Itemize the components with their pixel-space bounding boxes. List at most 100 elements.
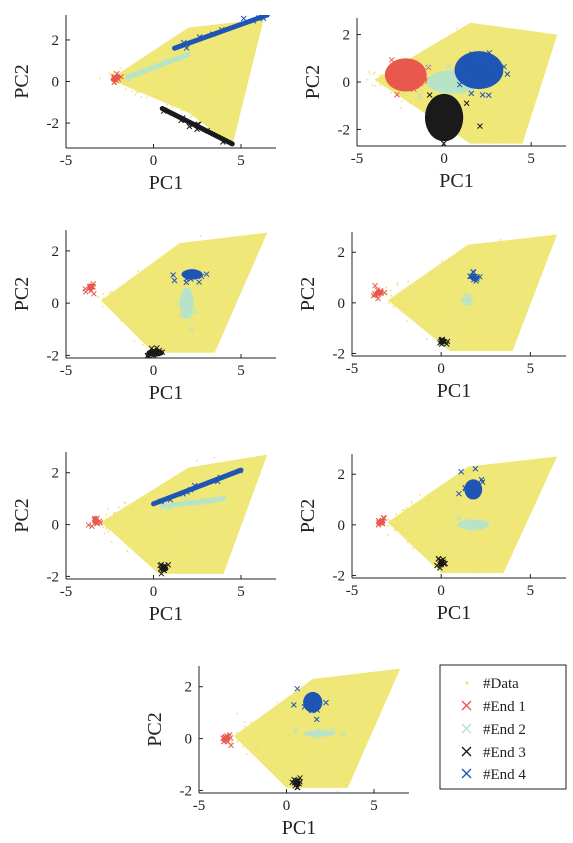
data-point <box>112 295 115 297</box>
y-tick-label: 0 <box>338 296 346 312</box>
data-point <box>127 532 129 535</box>
y-tick-label: 0 <box>185 732 193 748</box>
data-point <box>326 773 329 776</box>
series-blob <box>303 691 323 713</box>
data-point <box>442 306 445 309</box>
data-point <box>178 262 181 265</box>
data-point <box>487 47 490 50</box>
data-point <box>164 69 167 72</box>
data-point <box>399 306 401 308</box>
y-tick-label: -2 <box>180 783 193 799</box>
series-marker <box>485 92 492 99</box>
series-end4 <box>151 467 244 507</box>
data-point <box>243 245 246 248</box>
data-point <box>389 519 391 522</box>
series-marker <box>223 732 230 739</box>
data-point <box>144 88 146 91</box>
data-point <box>141 87 143 89</box>
data-point <box>254 746 256 749</box>
data-point <box>164 67 166 70</box>
data-point <box>178 103 181 105</box>
series-end1 <box>220 731 234 749</box>
data-point <box>418 280 421 283</box>
data-point <box>103 522 106 525</box>
x-tick-label: -5 <box>60 584 73 600</box>
series-marker <box>297 775 303 781</box>
data-point <box>437 296 439 299</box>
plot-area <box>82 232 268 358</box>
data-point <box>441 314 443 317</box>
data-point <box>197 75 200 78</box>
data-point <box>132 293 135 296</box>
data-point <box>386 534 389 536</box>
data-point <box>433 317 436 320</box>
data-point <box>362 705 365 708</box>
series-marker <box>445 63 452 69</box>
data-point <box>349 746 352 748</box>
data-point <box>137 302 140 305</box>
plot-area <box>85 454 268 577</box>
data-point <box>403 509 406 512</box>
data-point <box>297 695 300 698</box>
data-point <box>177 524 180 527</box>
data-point <box>122 309 125 312</box>
data-point <box>123 307 126 309</box>
data-point <box>149 322 152 325</box>
series-marker <box>323 699 329 706</box>
series-marker <box>89 523 95 530</box>
x-axis-label: PC1 <box>149 382 183 404</box>
series-marker <box>504 71 511 77</box>
data-point <box>438 551 441 554</box>
series-end4 <box>170 269 210 286</box>
data-point <box>406 300 408 303</box>
data-point <box>161 82 164 85</box>
series-marker <box>160 108 167 115</box>
series-marker <box>188 327 195 333</box>
legend-label-data: #Data <box>483 676 519 692</box>
data-point <box>439 538 442 541</box>
data-point <box>427 297 430 300</box>
series-marker <box>449 100 455 107</box>
data-point <box>425 525 428 528</box>
y-axis-label: PC2 <box>11 277 33 311</box>
series-marker <box>501 63 507 70</box>
data-point <box>488 244 491 247</box>
data-point <box>488 491 491 494</box>
data-point <box>197 56 199 59</box>
data-point <box>207 69 210 71</box>
data-point <box>499 239 502 241</box>
y-axis-label: PC2 <box>144 712 166 746</box>
data-point <box>404 534 407 537</box>
y-tick-label: 0 <box>52 75 60 91</box>
data-point <box>160 265 163 268</box>
data-point <box>396 518 399 521</box>
data-point <box>217 63 220 66</box>
series-marker <box>459 296 466 303</box>
data-point <box>406 541 409 544</box>
series-marker <box>209 31 216 37</box>
data-point <box>126 283 129 286</box>
series-marker <box>161 563 168 570</box>
data-point <box>162 275 165 278</box>
data-point <box>117 526 120 529</box>
data-point <box>256 728 258 731</box>
data-point <box>249 721 252 724</box>
data-point <box>305 724 308 727</box>
data-point <box>449 522 452 525</box>
data-point <box>427 524 430 527</box>
data-point <box>137 316 140 319</box>
series-marker <box>474 274 480 280</box>
data-point <box>145 538 148 541</box>
data-point <box>147 89 149 92</box>
series-marker <box>315 697 321 704</box>
data-point <box>120 296 122 299</box>
data-point <box>397 301 400 304</box>
data-point <box>461 306 464 309</box>
y-tick-label: 2 <box>52 466 60 482</box>
data-point <box>287 734 290 736</box>
data-point <box>271 743 273 746</box>
data-point <box>274 734 277 737</box>
legend-item-end1: #End 1 <box>461 699 526 715</box>
series-marker <box>186 271 193 277</box>
data-point <box>408 517 411 520</box>
